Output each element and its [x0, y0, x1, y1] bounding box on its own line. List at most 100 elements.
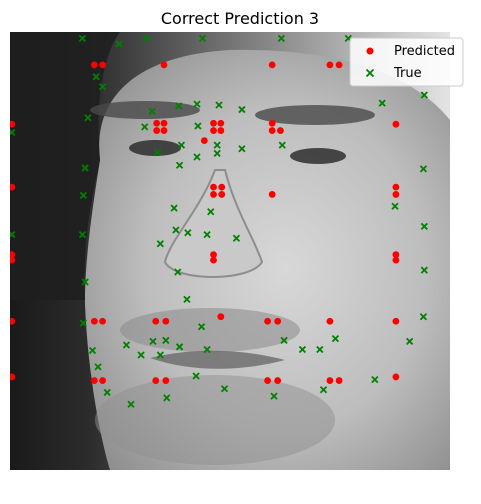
- true-point-41: [81, 164, 89, 172]
- true-point-27: [174, 268, 182, 276]
- true-point-32: [184, 229, 192, 237]
- predicted-point-31: [268, 191, 276, 198]
- true-point-1: [163, 394, 171, 402]
- predicted-point-18: [326, 317, 334, 325]
- predicted-point-45: [277, 127, 284, 134]
- true-point-42: [175, 161, 184, 169]
- true-point-8: [94, 363, 102, 371]
- true-point-13: [156, 351, 164, 359]
- predicted-point-22: [210, 256, 217, 264]
- predicted-point-12: [99, 317, 106, 325]
- predicted-point-26: [10, 183, 16, 191]
- predicted-point-53: [335, 61, 343, 69]
- predicted-point-40: [210, 127, 217, 134]
- true-point-9: [88, 346, 97, 355]
- true-point-15: [175, 343, 184, 351]
- true-point-36: [420, 222, 428, 230]
- true-point-63: [420, 91, 428, 99]
- predicted-point-19: [392, 317, 400, 325]
- predicted-point-15: [217, 313, 225, 321]
- true-series: [10, 34, 428, 408]
- true-point-17: [280, 336, 288, 345]
- true-point-12: [149, 337, 157, 345]
- true-point-67: [277, 34, 285, 43]
- predicted-point-47: [392, 120, 400, 128]
- true-point-44: [213, 149, 221, 157]
- predicted-point-48: [90, 61, 98, 69]
- predicted-point-46: [268, 119, 276, 127]
- right-eyebrow: [255, 105, 375, 125]
- predicted-point-9: [392, 373, 400, 381]
- predicted-point-2: [99, 377, 106, 384]
- true-point-70: [78, 34, 87, 43]
- legend-predicted-label: Predicted: [394, 44, 455, 59]
- true-point-37: [10, 230, 16, 239]
- true-point-52: [84, 114, 92, 122]
- true-point-35: [207, 208, 215, 216]
- predicted-point-29: [210, 183, 217, 191]
- true-point-34: [232, 234, 241, 242]
- true-point-19: [316, 345, 324, 354]
- true-point-46: [177, 141, 186, 149]
- true-point-40: [391, 202, 399, 210]
- true-point-30: [156, 240, 164, 248]
- predicted-point-24: [392, 256, 400, 264]
- mustache: [120, 308, 300, 352]
- true-point-66: [198, 34, 207, 43]
- true-point-64: [115, 40, 123, 48]
- predicted-point-27: [210, 191, 217, 198]
- predicted-point-36: [160, 127, 168, 134]
- predicted-point-30: [218, 183, 226, 191]
- true-point-38: [79, 191, 87, 199]
- predicted-point-34: [10, 120, 16, 128]
- predicted-point-35: [153, 127, 161, 134]
- true-point-51: [194, 122, 202, 130]
- true-point-7: [371, 376, 379, 384]
- true-point-54: [175, 102, 183, 110]
- predicted-point-0: [10, 373, 16, 381]
- true-point-23: [197, 323, 206, 331]
- predicted-point-5: [264, 377, 271, 384]
- predicted-point-43: [217, 119, 225, 127]
- true-point-57: [238, 105, 246, 114]
- predicted-point-16: [264, 317, 271, 325]
- predicted-point-21: [10, 251, 16, 259]
- true-point-31: [172, 226, 180, 234]
- true-point-16: [203, 345, 211, 354]
- legend-true-marker: [365, 68, 375, 78]
- predicted-point-33: [392, 183, 400, 191]
- left-eyebrow: [90, 101, 200, 119]
- true-point-24: [183, 295, 191, 303]
- predicted-point-10: [10, 317, 16, 325]
- true-point-20: [331, 334, 340, 343]
- true-point-33: [203, 230, 211, 239]
- predicted-point-41: [217, 127, 225, 134]
- true-point-21: [406, 337, 414, 345]
- true-point-53: [148, 107, 156, 116]
- predicted-point-20: [10, 256, 16, 264]
- beard: [95, 375, 335, 465]
- predicted-point-8: [335, 377, 343, 384]
- predicted-point-4: [162, 377, 170, 384]
- predicted-point-42: [210, 119, 217, 127]
- predicted-point-1: [90, 377, 98, 384]
- true-point-0: [127, 400, 135, 408]
- predicted-point-32: [392, 191, 400, 198]
- true-point-61: [98, 83, 107, 91]
- true-point-60: [92, 73, 100, 81]
- predicted-point-14: [162, 317, 170, 325]
- true-point-10: [122, 341, 131, 349]
- true-point-43: [193, 153, 201, 161]
- true-point-26: [81, 278, 89, 286]
- true-point-48: [238, 145, 246, 153]
- predicted-point-44: [268, 127, 276, 134]
- predicted-point-37: [153, 119, 161, 127]
- true-point-58: [10, 128, 16, 137]
- predicted-point-38: [160, 119, 168, 127]
- predicted-point-25: [392, 251, 400, 259]
- true-point-22: [79, 319, 87, 327]
- true-point-4: [220, 385, 229, 393]
- predicted-point-6: [274, 377, 282, 384]
- left-eye: [129, 140, 181, 156]
